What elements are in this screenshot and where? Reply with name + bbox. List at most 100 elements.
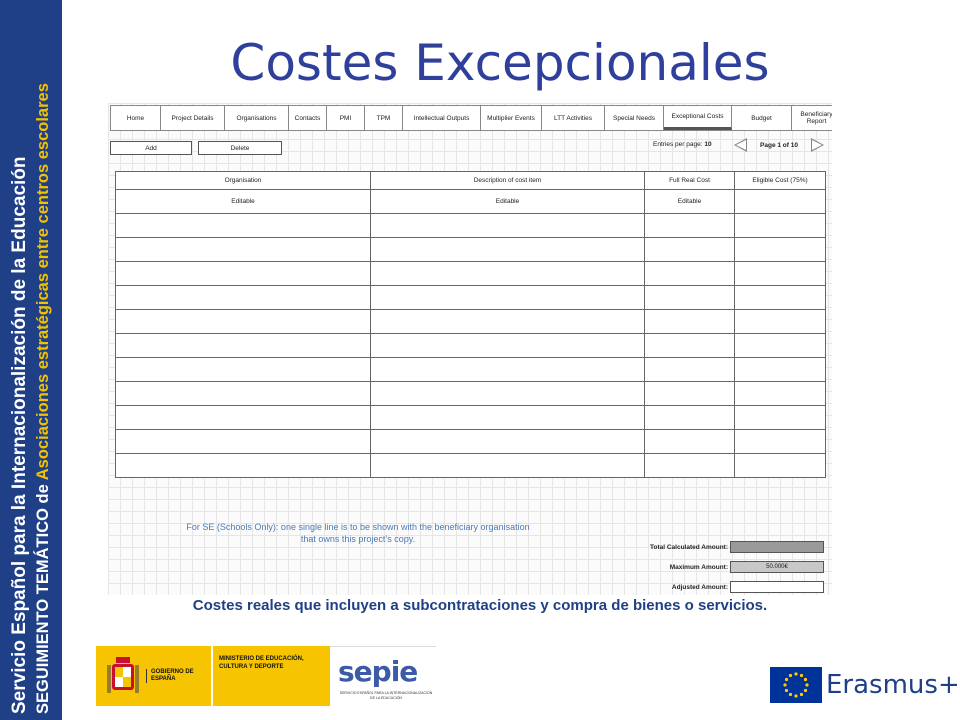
table-cell[interactable] [115, 333, 371, 358]
table-cell [734, 429, 826, 454]
adjusted-amount-input[interactable] [730, 581, 824, 593]
sepie-subtitle: SERVICIO ESPAÑOL PARA LA INTERNACIONALIZ… [339, 691, 433, 700]
table-cell[interactable] [115, 285, 371, 310]
schools-only-note: For SE (Schools Only): one single line i… [186, 522, 530, 544]
table-cell[interactable] [115, 237, 371, 262]
tab-ltt-activities[interactable]: LTT Activities [542, 106, 605, 130]
sepie-word: sepie [338, 655, 418, 688]
table-row [115, 285, 826, 310]
table-cell[interactable] [115, 381, 371, 406]
table-cell[interactable] [644, 429, 735, 454]
table-row [115, 261, 826, 286]
tab-multiplier-events[interactable]: Multiplier Events [481, 106, 542, 130]
tab-contacts[interactable]: Contacts [289, 106, 327, 130]
table-row [115, 333, 826, 358]
cell-eligible-cost [734, 189, 826, 214]
table-row [115, 405, 826, 430]
cell-description[interactable]: Editable [370, 189, 645, 214]
tab-home[interactable]: Home [111, 106, 161, 130]
government-logo: GOBIERNO DE ESPAÑA MINISTERIO DE EDUCACI… [96, 646, 436, 706]
table-cell[interactable] [115, 453, 371, 478]
table-cell[interactable] [644, 453, 735, 478]
table-cell[interactable] [370, 333, 645, 358]
exceptional-costs-table: Organisation Description of cost item Fu… [115, 171, 826, 478]
eu-flag-icon [770, 667, 822, 703]
header-full-real-cost: Full Real Cost [644, 171, 735, 190]
arrow-right-icon[interactable] [811, 138, 824, 152]
maximum-amount-field: 50.000€ [730, 561, 824, 573]
table-cell[interactable] [644, 261, 735, 286]
table-cell[interactable] [644, 237, 735, 262]
table-cell [734, 453, 826, 478]
slide-title: Costes Excepcionales [230, 34, 770, 92]
table-cell[interactable] [644, 405, 735, 430]
tab-organisations[interactable]: Organisations [225, 106, 289, 130]
cell-full-real-cost[interactable]: Editable [644, 189, 735, 214]
table-cell[interactable] [370, 357, 645, 382]
table-cell[interactable] [370, 309, 645, 334]
arrow-left-icon[interactable] [734, 138, 747, 152]
side-banner: Servicio Español para la Internacionaliz… [0, 0, 62, 720]
page-indicator: Page 1 of 10 [760, 141, 798, 149]
table-row [115, 213, 826, 238]
tab-exceptional-costs[interactable]: Exceptional Costs [664, 106, 732, 130]
table-cell[interactable] [644, 357, 735, 382]
table-cell[interactable] [370, 381, 645, 406]
table-cell[interactable] [115, 261, 371, 286]
total-calculated-field [730, 541, 824, 553]
erasmus-plus-logo: Erasmus+ [826, 670, 960, 700]
delete-button[interactable]: Delete [198, 141, 282, 155]
table-cell[interactable] [370, 285, 645, 310]
side-banner-text: Servicio Español para la Internacionaliz… [0, 0, 62, 720]
table-cell[interactable] [644, 213, 735, 238]
table-row [115, 429, 826, 454]
table-row [115, 237, 826, 262]
table-cell[interactable] [370, 261, 645, 286]
table-cell [734, 357, 826, 382]
table-cell [734, 405, 826, 430]
tab-special-needs[interactable]: Special Needs [605, 106, 664, 130]
table-cell [734, 333, 826, 358]
tab-tpm[interactable]: TPM [365, 106, 403, 130]
table-row [115, 381, 826, 406]
header-description: Description of cost item [370, 171, 645, 190]
entries-per-page[interactable]: Entries per page: 10 [653, 141, 712, 148]
table-cell [734, 381, 826, 406]
table-cell[interactable] [370, 429, 645, 454]
side-banner-line1: Servicio Español para la Internacionaliz… [9, 156, 30, 714]
tab-pmi[interactable]: PMI [327, 106, 365, 130]
table-cell[interactable] [644, 381, 735, 406]
cell-organisation[interactable]: Editable [115, 189, 371, 214]
table-row [115, 309, 826, 334]
sepie-logo: sepie SERVICIO ESPAÑOL PARA LA INTERNACI… [330, 646, 436, 706]
table-cell[interactable] [115, 213, 371, 238]
table-cell[interactable] [370, 405, 645, 430]
table-cell[interactable] [370, 453, 645, 478]
table-cell[interactable] [115, 309, 371, 334]
total-calculated-label: Total Calculated Amount: [650, 544, 728, 551]
table-cell[interactable] [644, 309, 735, 334]
tab-budget[interactable]: Budget [732, 106, 792, 130]
table-cell [734, 285, 826, 310]
header-organisation: Organisation [115, 171, 371, 190]
side-banner-line2-highlight: Asociaciones estratégicas entre centros … [34, 83, 52, 481]
table-cell[interactable] [115, 405, 371, 430]
add-button[interactable]: Add [110, 141, 192, 155]
tab-intellectual-outputs[interactable]: Intellectual Outputs [403, 106, 481, 130]
table-cell[interactable] [644, 333, 735, 358]
entries-per-page-value: 10 [704, 141, 712, 148]
wireframe-mock: Home Project Details Organisations Conta… [108, 103, 832, 595]
side-banner-line2: SEGUIMIENTO TEMÁTICO de Asociaciones est… [32, 0, 54, 714]
maximum-amount-label: Maximum Amount: [669, 564, 728, 571]
table-row [115, 357, 826, 382]
table-cell[interactable] [115, 429, 371, 454]
table-cell[interactable] [115, 357, 371, 382]
table-cell[interactable] [644, 285, 735, 310]
tab-project-details[interactable]: Project Details [161, 106, 225, 130]
header-eligible-cost: Eligible Cost (75%) [734, 171, 826, 190]
adjusted-amount-label: Adjusted Amount: [671, 584, 728, 591]
tab-beneficiary-report[interactable]: Beneficiary Report [792, 106, 832, 130]
table-cell[interactable] [370, 237, 645, 262]
gobierno-block: GOBIERNO DE ESPAÑA [96, 646, 211, 706]
table-cell[interactable] [370, 213, 645, 238]
